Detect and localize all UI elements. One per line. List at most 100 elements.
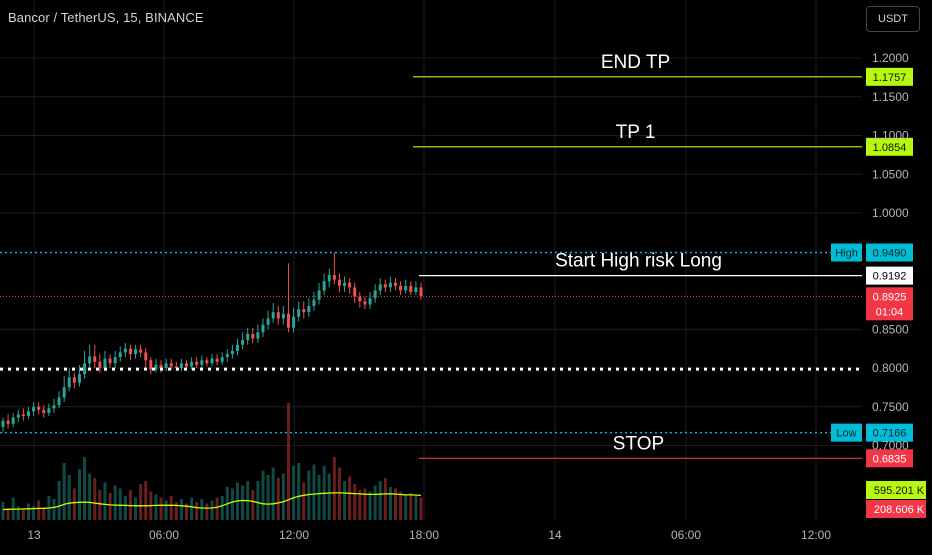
candle-body bbox=[251, 333, 255, 339]
volume-bar bbox=[261, 470, 265, 520]
countdown-label: 01:04 bbox=[876, 306, 904, 318]
candle-body bbox=[144, 352, 148, 361]
volume-bar bbox=[113, 485, 117, 520]
candle-body bbox=[241, 340, 245, 345]
x-tick-label: 12:00 bbox=[279, 528, 309, 542]
candle-body bbox=[414, 287, 418, 293]
candle-body bbox=[230, 350, 234, 355]
candle-body bbox=[317, 290, 321, 300]
x-tick-label: 14 bbox=[548, 528, 562, 542]
volume-bar bbox=[220, 496, 224, 520]
candle-body bbox=[159, 364, 163, 368]
volume-bar bbox=[394, 488, 398, 520]
volume-bar bbox=[123, 496, 127, 520]
volume-bar bbox=[195, 502, 199, 520]
candle-body bbox=[123, 348, 127, 353]
volume-bar bbox=[77, 469, 81, 520]
candle-body bbox=[215, 358, 219, 362]
candle-body bbox=[195, 361, 199, 365]
candle-body bbox=[26, 411, 30, 417]
candle-body bbox=[16, 414, 20, 418]
volume-bar bbox=[83, 457, 87, 520]
candle-body bbox=[37, 406, 41, 410]
volume-bar bbox=[154, 494, 158, 520]
x-tick-label: 06:00 bbox=[671, 528, 701, 542]
volume-bar bbox=[62, 463, 66, 520]
candle-body bbox=[174, 366, 178, 368]
volume-bar bbox=[286, 403, 290, 520]
volume-bar bbox=[332, 457, 336, 520]
volume-bar bbox=[276, 478, 280, 520]
candle-body bbox=[297, 309, 301, 317]
candle-body bbox=[266, 318, 270, 325]
low-tag-bg bbox=[831, 423, 862, 442]
candle-body bbox=[246, 333, 250, 341]
candle-body bbox=[332, 275, 336, 280]
volume-bar bbox=[72, 488, 76, 520]
candle-body bbox=[261, 324, 265, 333]
low-tag-label: Low bbox=[836, 428, 856, 440]
volume-bar bbox=[108, 493, 112, 520]
volume-bar bbox=[67, 475, 71, 520]
volume-bar bbox=[159, 497, 163, 520]
volume-bar bbox=[205, 503, 209, 520]
high-tag-label: High bbox=[835, 248, 858, 260]
candle-body bbox=[128, 348, 132, 355]
candle-body bbox=[225, 354, 229, 358]
indicator-lines-layer: High 0.9490 Low 0.7166 0.8925 01:04 END TP 1.17… bbox=[0, 52, 913, 468]
candle-body bbox=[32, 406, 36, 412]
last-price-axis-bg bbox=[866, 287, 913, 321]
level-axis-label: 1.0854 bbox=[873, 142, 907, 154]
volume-bar bbox=[164, 500, 168, 520]
candle-body bbox=[83, 363, 87, 375]
currency-button[interactable]: USDT bbox=[866, 6, 920, 32]
candle-body bbox=[134, 349, 138, 355]
candle-body bbox=[404, 285, 408, 291]
y-tick-label: 0.8500 bbox=[872, 322, 909, 336]
volume-bar bbox=[388, 487, 392, 520]
level-caption: END TP bbox=[601, 52, 670, 73]
last-price-axis-label: 0.8925 bbox=[873, 291, 907, 303]
candle-body bbox=[6, 420, 10, 424]
volume-bar bbox=[353, 484, 357, 520]
candle-body bbox=[210, 358, 214, 364]
candle-body bbox=[205, 360, 209, 364]
candle-body bbox=[368, 298, 372, 305]
volume-bar bbox=[179, 499, 183, 520]
candle-body bbox=[11, 417, 15, 424]
candle-body bbox=[327, 275, 331, 282]
y-tick-label: 0.7000 bbox=[872, 439, 909, 453]
candle-body bbox=[154, 364, 158, 370]
candle-body bbox=[307, 306, 311, 313]
volume-bar bbox=[134, 497, 138, 520]
candle-body bbox=[98, 361, 102, 368]
candle-body bbox=[256, 332, 260, 339]
volume-bar bbox=[93, 478, 97, 520]
candle-body bbox=[358, 296, 362, 302]
candle-body bbox=[337, 279, 341, 286]
candle-body bbox=[343, 282, 347, 286]
volume-bar bbox=[103, 482, 107, 520]
candle-body bbox=[88, 356, 92, 364]
high-tag-bg bbox=[831, 243, 862, 262]
volume-bar bbox=[1, 502, 5, 520]
volume-bar bbox=[256, 481, 260, 520]
volume-bar bbox=[404, 494, 408, 520]
volume-bar bbox=[307, 470, 311, 520]
symbol-title: Bancor / TetherUS, 15, BINANCE bbox=[8, 10, 204, 25]
volume-bar bbox=[297, 463, 301, 520]
y-tick-label: 1.0000 bbox=[872, 206, 909, 220]
volume-bar bbox=[317, 475, 321, 520]
candle-body bbox=[281, 313, 285, 319]
level-axis-bg bbox=[866, 137, 913, 156]
candle-body bbox=[164, 363, 168, 368]
candle-body bbox=[409, 285, 413, 293]
volume-bar bbox=[358, 490, 362, 520]
candle-body bbox=[220, 357, 224, 362]
candle-body bbox=[1, 420, 5, 427]
candle-body bbox=[419, 287, 423, 296]
candle-body bbox=[103, 358, 107, 368]
high-axis-bg bbox=[866, 243, 913, 262]
